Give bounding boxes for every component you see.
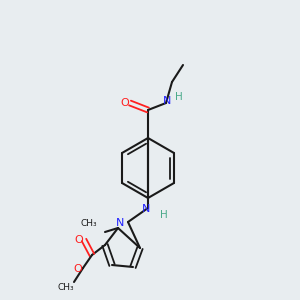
Text: H: H (160, 210, 168, 220)
Text: O: O (121, 98, 129, 108)
Text: CH₃: CH₃ (58, 283, 74, 292)
Text: O: O (75, 235, 83, 245)
Text: CH₃: CH₃ (81, 220, 97, 229)
Text: N: N (142, 204, 150, 214)
Text: O: O (74, 264, 82, 274)
Text: H: H (175, 92, 183, 102)
Text: N: N (116, 218, 124, 228)
Text: N: N (163, 96, 171, 106)
